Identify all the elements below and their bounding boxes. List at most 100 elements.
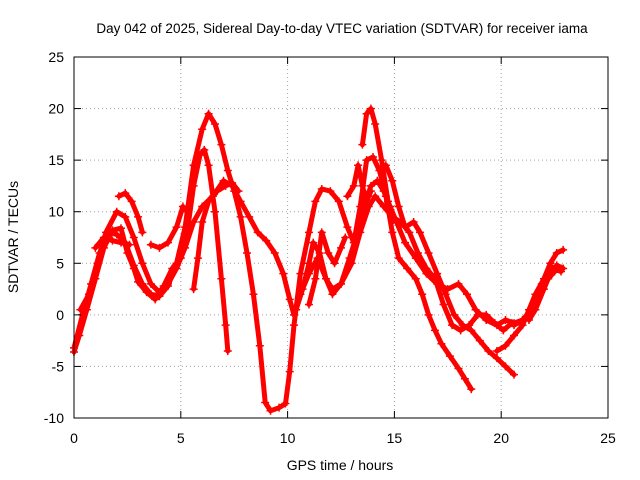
plot-frame — [73, 56, 609, 419]
data-point-marker — [366, 187, 375, 196]
y-tick-label: -5 — [52, 358, 65, 374]
series-trace-4 — [91, 233, 134, 252]
data-point-marker — [546, 269, 555, 278]
x-tick-label: 10 — [280, 430, 296, 446]
data-point-marker — [108, 236, 117, 245]
data-point-marker — [243, 248, 252, 257]
data-point-marker — [253, 228, 262, 237]
data-point-marker — [383, 197, 392, 206]
data-point-marker — [290, 321, 299, 330]
data-point-marker — [127, 197, 136, 206]
data-point-marker — [172, 264, 181, 273]
data-point-marker — [266, 406, 275, 415]
data-point-marker — [379, 202, 388, 211]
data-point-marker — [559, 264, 568, 273]
data-point-marker — [362, 156, 371, 165]
data-point-marker — [309, 238, 318, 247]
series-line — [511, 247, 566, 328]
data-point-marker — [482, 310, 491, 319]
data-point-marker — [401, 223, 410, 232]
data-point-marker — [362, 109, 371, 118]
x-tick-label: 5 — [177, 430, 185, 446]
data-point-marker — [347, 259, 356, 268]
data-point-marker — [454, 279, 463, 288]
data-point-marker — [552, 248, 561, 257]
data-point-marker — [181, 243, 190, 252]
data-point-marker — [424, 248, 433, 257]
data-point-marker — [91, 243, 100, 252]
data-point-marker — [445, 352, 454, 361]
data-point-marker — [125, 240, 134, 249]
data-point-marker — [358, 140, 367, 149]
data-point-marker — [552, 261, 561, 270]
data-point-marker — [155, 243, 164, 252]
y-tick-label: 15 — [48, 152, 64, 168]
data-point-marker — [559, 245, 568, 254]
data-point-marker — [93, 259, 102, 268]
axis-ticks: 0 5 10 15 20 25 -10 -5 0 5 10 15 20 25 — [44, 49, 616, 446]
data-point-marker — [163, 238, 172, 247]
data-point-marker — [112, 230, 121, 239]
data-series — [70, 104, 568, 415]
data-point-marker — [281, 399, 290, 408]
x-tick-label: 25 — [600, 430, 616, 446]
data-point-marker — [531, 305, 540, 314]
data-point-marker — [304, 259, 313, 268]
data-point-marker — [146, 279, 155, 288]
data-point-marker — [471, 305, 480, 314]
x-tick-label: 0 — [70, 430, 78, 446]
data-point-marker — [430, 326, 439, 335]
data-point-marker — [458, 321, 467, 330]
data-point-marker — [510, 370, 519, 379]
data-point-marker — [433, 269, 442, 278]
data-point-marker — [200, 145, 209, 154]
data-point-marker — [467, 385, 476, 394]
data-point-marker — [304, 300, 313, 309]
data-point-marker — [369, 153, 378, 162]
data-point-marker — [354, 161, 363, 170]
data-point-marker — [394, 254, 403, 263]
data-point-marker — [189, 218, 198, 227]
data-point-marker — [262, 236, 271, 245]
series-trace-6 — [146, 202, 192, 252]
data-point-marker — [463, 290, 472, 299]
data-point-marker — [510, 321, 519, 330]
data-point-marker — [416, 228, 425, 237]
series-trace-15 — [524, 261, 568, 325]
y-tick-label: -10 — [44, 410, 64, 426]
data-point-marker — [189, 285, 198, 294]
data-point-marker — [411, 274, 420, 283]
data-point-marker — [146, 240, 155, 249]
data-point-marker — [388, 228, 397, 237]
data-point-marker — [405, 228, 414, 237]
data-point-marker — [114, 192, 123, 201]
data-point-marker — [388, 176, 397, 185]
data-point-marker — [371, 192, 380, 201]
data-point-marker — [366, 104, 375, 113]
data-point-marker — [204, 161, 213, 170]
data-point-marker — [422, 264, 431, 273]
data-point-marker — [178, 202, 187, 211]
data-point-marker — [134, 212, 143, 221]
data-point-marker — [401, 238, 410, 247]
data-point-marker — [324, 248, 333, 257]
data-point-marker — [290, 310, 299, 319]
data-point-marker — [418, 290, 427, 299]
data-point-marker — [450, 310, 459, 319]
data-point-marker — [217, 274, 226, 283]
data-point-marker — [129, 261, 138, 270]
data-point-marker — [328, 290, 337, 299]
data-point-marker — [304, 228, 313, 237]
data-point-marker — [198, 218, 207, 227]
data-point-marker — [448, 321, 457, 330]
data-point-marker — [275, 403, 284, 412]
grid-lines — [74, 57, 608, 418]
data-point-marker — [377, 156, 386, 165]
data-point-marker — [501, 341, 510, 350]
data-point-marker — [221, 181, 230, 190]
data-point-marker — [394, 202, 403, 211]
data-point-marker — [343, 223, 352, 232]
data-point-marker — [228, 178, 237, 187]
x-tick-label: 20 — [493, 430, 509, 446]
